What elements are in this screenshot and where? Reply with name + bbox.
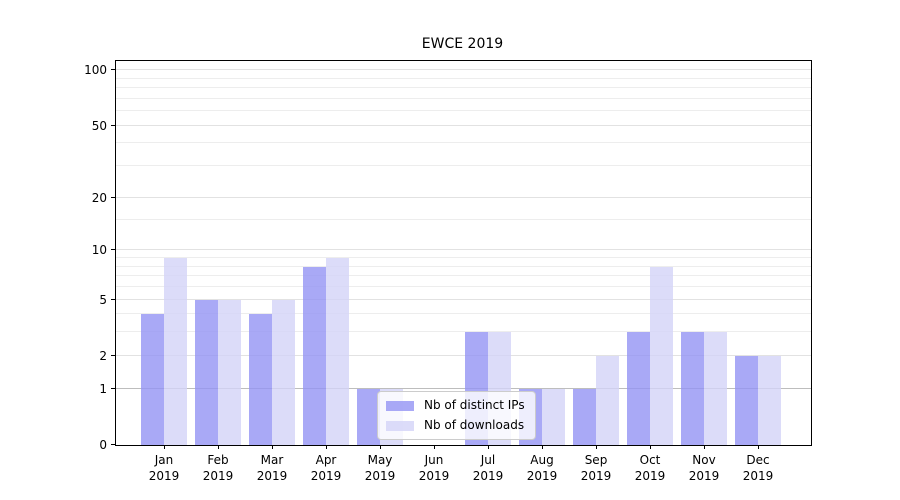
y-tick-label: 10 (91, 243, 107, 258)
bar-distinct-ips (303, 266, 326, 445)
bar-distinct-ips (573, 388, 596, 445)
gridline-minor (116, 77, 811, 79)
x-tick-label: Nov 2019 (688, 453, 720, 483)
x-tick-mark (380, 445, 381, 449)
x-tick-label: Oct 2019 (634, 453, 666, 483)
y-tick-label: 2 (99, 348, 107, 363)
y-tick-label: 50 (91, 118, 107, 133)
legend-entry-downloads: Nb of downloads (386, 418, 525, 433)
x-tick-mark (164, 445, 165, 449)
y-tick-label: 0 (99, 438, 107, 452)
x-tick-label: Sep 2019 (580, 453, 612, 483)
x-tick-label: Jul 2019 (472, 453, 504, 483)
gridline-major (116, 124, 811, 126)
y-tick-mark (111, 124, 115, 126)
x-tick-mark (596, 445, 597, 449)
y-tick-label: 20 (91, 190, 107, 205)
bar-distinct-ips (735, 355, 758, 445)
x-tick-label: Jan 2019 (148, 453, 180, 483)
bar-downloads (542, 388, 565, 445)
y-tick-mark (111, 354, 115, 356)
gridline-major (116, 387, 811, 389)
x-tick-label: Mar 2019 (256, 453, 288, 483)
legend-swatch-downloads (386, 420, 414, 431)
y-tick-label: 100 (84, 63, 107, 78)
bar-distinct-ips (195, 299, 218, 445)
y-tick-mark (111, 298, 115, 300)
legend-label-distinct-ips: Nb of distinct IPs (424, 398, 525, 412)
y-tick-mark (111, 69, 115, 71)
bar-distinct-ips (249, 314, 272, 445)
bar-distinct-ips (357, 388, 380, 445)
chart-title: EWCE 2019 (421, 36, 504, 52)
bar-downloads (326, 258, 349, 445)
x-tick-mark (218, 445, 219, 449)
x-tick-mark (758, 445, 759, 449)
gridline-minor (116, 331, 811, 333)
bar-downloads (164, 258, 187, 445)
x-tick-label: May 2019 (364, 453, 396, 483)
x-tick-mark (488, 445, 489, 449)
x-tick-mark (704, 445, 705, 449)
y-tick-mark (111, 444, 115, 445)
x-tick-label: Feb 2019 (202, 453, 234, 483)
gridline-minor (116, 165, 811, 167)
x-tick-label: Aug 2019 (526, 453, 558, 483)
gridline-minor (116, 313, 811, 315)
x-tick-label: Jun 2019 (418, 453, 450, 483)
legend-label-downloads: Nb of downloads (424, 418, 525, 432)
plot-area: Nb of distinct IPs Nb of downloads 0 1 2 5 1… (84, 60, 812, 483)
x-tick-label: Apr 2019 (310, 453, 342, 483)
gridline-minor (116, 87, 811, 88)
gridline-minor (116, 275, 811, 277)
bar-downloads (272, 299, 295, 445)
x-tick-mark (542, 445, 543, 449)
gridline-minor (116, 142, 811, 144)
bar-distinct-ips (681, 332, 704, 445)
x-tick-mark (326, 445, 327, 449)
legend-swatch-distinct-ips (386, 400, 414, 411)
gridline-minor (116, 265, 811, 267)
legend: Nb of distinct IPs Nb of downloads (377, 391, 536, 440)
gridline-minor (116, 97, 811, 99)
gridline-major (116, 354, 811, 356)
y-tick-mark (111, 196, 115, 198)
gridline-minor (116, 257, 811, 258)
bar-downloads (218, 299, 241, 445)
bar-downloads (596, 355, 619, 445)
gridline-minor (116, 285, 811, 287)
bar-distinct-ips (627, 332, 650, 445)
x-tick-mark (434, 445, 435, 449)
gridline-major (116, 196, 811, 198)
gridline-major (116, 69, 811, 71)
bar-downloads (758, 355, 781, 445)
bar-distinct-ips (141, 314, 164, 445)
bar-downloads (704, 332, 727, 445)
x-tick-mark (272, 445, 273, 449)
y-tick-label: 1 (99, 381, 107, 396)
gridline-minor (116, 218, 811, 220)
y-tick-mark (111, 249, 115, 251)
gridline-minor (116, 110, 811, 112)
x-tick-mark (650, 445, 651, 449)
gridline-major (116, 249, 811, 251)
y-tick-mark (111, 387, 115, 389)
gridline-major (116, 298, 811, 300)
bar-downloads (650, 266, 673, 445)
y-tick-label: 5 (99, 292, 107, 307)
x-tick-label: Dec 2019 (742, 453, 774, 483)
legend-entry-distinct-ips: Nb of distinct IPs (386, 398, 525, 413)
